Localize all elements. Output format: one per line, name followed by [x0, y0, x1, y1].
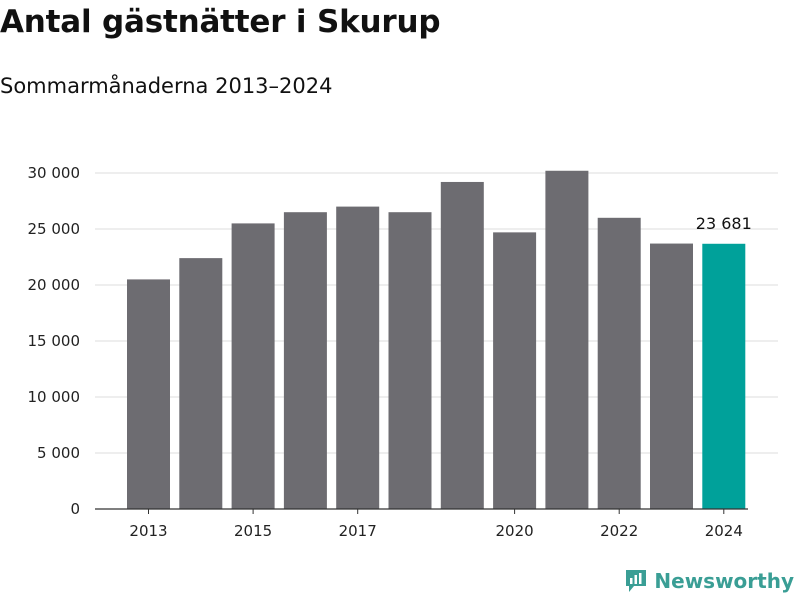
y-tick-label: 30 000 [28, 164, 81, 182]
value-label: 23 681 [696, 214, 752, 233]
x-tick-label: 2013 [129, 522, 167, 540]
bar-2013 [127, 279, 170, 509]
y-tick-label: 0 [70, 500, 80, 518]
bar-2016 [283, 212, 327, 509]
brand-name: Newsworthy [654, 569, 794, 593]
y-tick-label: 15 000 [28, 332, 81, 350]
newsworthy-logo: Newsworthy [624, 566, 794, 596]
x-tick-label: 2015 [234, 522, 272, 540]
y-tick-label: 20 000 [28, 276, 81, 294]
bar-2024 [702, 243, 746, 509]
bar-2017 [336, 206, 380, 509]
y-tick-label: 5 000 [37, 444, 80, 462]
bar-2020 [493, 232, 537, 510]
bar-2022 [597, 217, 641, 510]
bar-2023 [650, 243, 693, 509]
bar-2015 [231, 223, 275, 509]
chart-title: Antal gästnätter i Skurup [0, 4, 441, 40]
newsworthy-chart-icon [626, 570, 647, 592]
bar-2018 [388, 212, 432, 509]
bar-2019 [440, 181, 484, 509]
x-tick-label: 2020 [496, 522, 534, 540]
chart-subtitle: Sommarmånaderna 2013–2024 [0, 74, 333, 98]
bar-2014 [179, 258, 223, 509]
bar-2021 [545, 170, 589, 509]
x-tick-label: 2024 [705, 522, 743, 540]
x-tick-label: 2017 [339, 522, 377, 540]
x-tick-label: 2022 [600, 522, 638, 540]
y-tick-label: 25 000 [28, 220, 81, 238]
y-tick-label: 10 000 [28, 388, 81, 406]
